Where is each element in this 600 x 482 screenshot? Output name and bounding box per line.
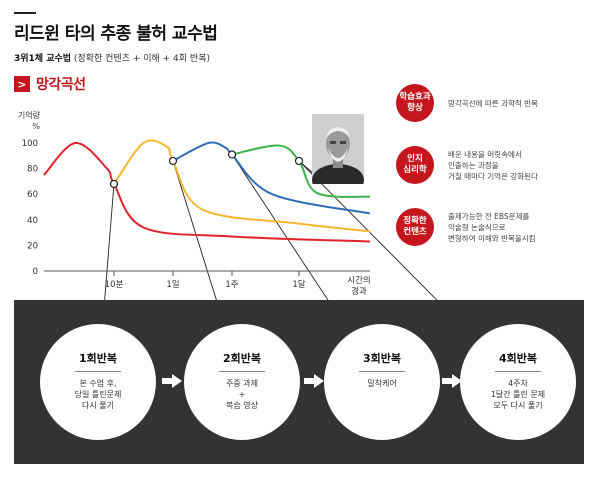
series-line-3	[172, 141, 371, 215]
step-1-rule	[75, 371, 121, 372]
page-subtitle: 3위1체 교수법 (정확한 컨텐츠 + 이해 + 4회 반복)	[14, 51, 210, 64]
y-tick-label: 60	[27, 190, 38, 200]
repetition-panel: 1회반복 본 수업 후, 당일 틀린문제 다시 풀기 2회반복 주중 과제 + 복습 영…	[14, 300, 584, 464]
x-tick-label: 1일	[166, 280, 179, 290]
chart-markers	[109, 150, 304, 189]
x-tick-label: 1달	[292, 279, 305, 290]
side-item-accurate-content: 정확한 컨텐츠 출제가능한 전 EBS문제를 악술형 논술식으로 변형하여 이해와 반…	[396, 208, 588, 246]
step-3-desc: 밀착케어	[367, 379, 397, 388]
right-arrow-icon	[442, 374, 462, 388]
right-arrow-icon	[304, 374, 324, 388]
portrait-photo	[312, 114, 364, 184]
y-tick-label: 40	[27, 216, 38, 226]
side-desc-cognitive-psychology: 배운 내용을 머릿속에서 인출하는 과정을 거칠 때마다 기억은 강화된다	[448, 149, 538, 181]
x-tick-label: 1주	[225, 280, 238, 290]
chevron-icon: >	[14, 76, 30, 92]
step-4-title: 4회반복	[498, 352, 537, 365]
right-arrow-icon	[162, 374, 182, 388]
step-2-title: 2회반복	[222, 352, 261, 365]
side-badge-cognitive-psychology: 인지 심리학	[396, 146, 434, 184]
review-point-marker	[227, 150, 237, 159]
step-2-rule	[219, 371, 265, 372]
side-desc-accurate-content: 출제가능한 전 EBS문제를 악술형 논술식으로 변형하여 이해와 반복을시킴	[448, 211, 536, 243]
title-accent-line	[14, 12, 36, 14]
review-point-marker	[168, 156, 178, 166]
step-1-desc: 본 수업 후, 당일 틀린문제 다시 풀기	[74, 379, 122, 410]
side-badge-learning-effect: 학습효과 향상	[396, 84, 434, 122]
step-1-title: 1회반복	[78, 352, 117, 365]
side-item-learning-effect: 학습효과 향상 망각곡선에 따른 과학적 반복	[396, 84, 588, 122]
step-4-desc: 4주차 1달간 틀린 문제 모두 다시 풀기	[490, 379, 546, 410]
step-4-rule	[495, 371, 541, 372]
x-axis-label: 시간의	[347, 275, 370, 286]
x-axis-label: 경과	[351, 286, 367, 297]
step-4-circle: 4회반복 4주차 1달간 틀린 문제 모두 다시 풀기	[460, 324, 576, 440]
x-tick-label: 10분	[105, 280, 124, 290]
section-header: > 망각곡선	[14, 75, 86, 93]
side-item-cognitive-psychology: 인지 심리학 배운 내용을 머릿속에서 인출하는 과정을 거칠 때마다 기억은 강화된…	[396, 146, 588, 184]
step-2-circle: 2회반복 주중 과제 + 복습 영상	[184, 324, 300, 440]
step-2-desc: 주중 과제 + 복습 영상	[226, 379, 258, 410]
step-1-circle: 1회반복 본 수업 후, 당일 틀린문제 다시 풀기	[40, 324, 156, 440]
step-3-title: 3회반복	[362, 352, 401, 365]
y-tick-label: 80	[27, 165, 38, 175]
series-line-1	[43, 142, 371, 243]
subtitle-bold: 3위1체 교수법	[14, 54, 72, 64]
y-tick-label: 0	[33, 267, 38, 277]
side-badge-accurate-content: 정확한 컨텐츠	[396, 208, 434, 246]
subtitle-rest: (정확한 컨텐츠 + 이해 + 4회 반복)	[71, 54, 210, 64]
review-point-marker	[294, 156, 304, 166]
side-desc-learning-effect: 망각곡선에 따른 과학적 반복	[448, 98, 538, 108]
page-title: 리드윈 타의 추종 불허 교수법	[14, 24, 218, 44]
step-3-circle: 3회반복 밀착케어	[324, 324, 440, 440]
step-3-rule	[359, 371, 405, 372]
y-axis-label: 기억량 %	[17, 111, 40, 131]
y-tick-label: 20	[27, 241, 38, 251]
y-tick-label: 100	[22, 139, 38, 149]
review-point-marker	[109, 179, 119, 189]
section-title: 망각곡선	[36, 77, 86, 93]
connector-line	[172, 160, 226, 327]
